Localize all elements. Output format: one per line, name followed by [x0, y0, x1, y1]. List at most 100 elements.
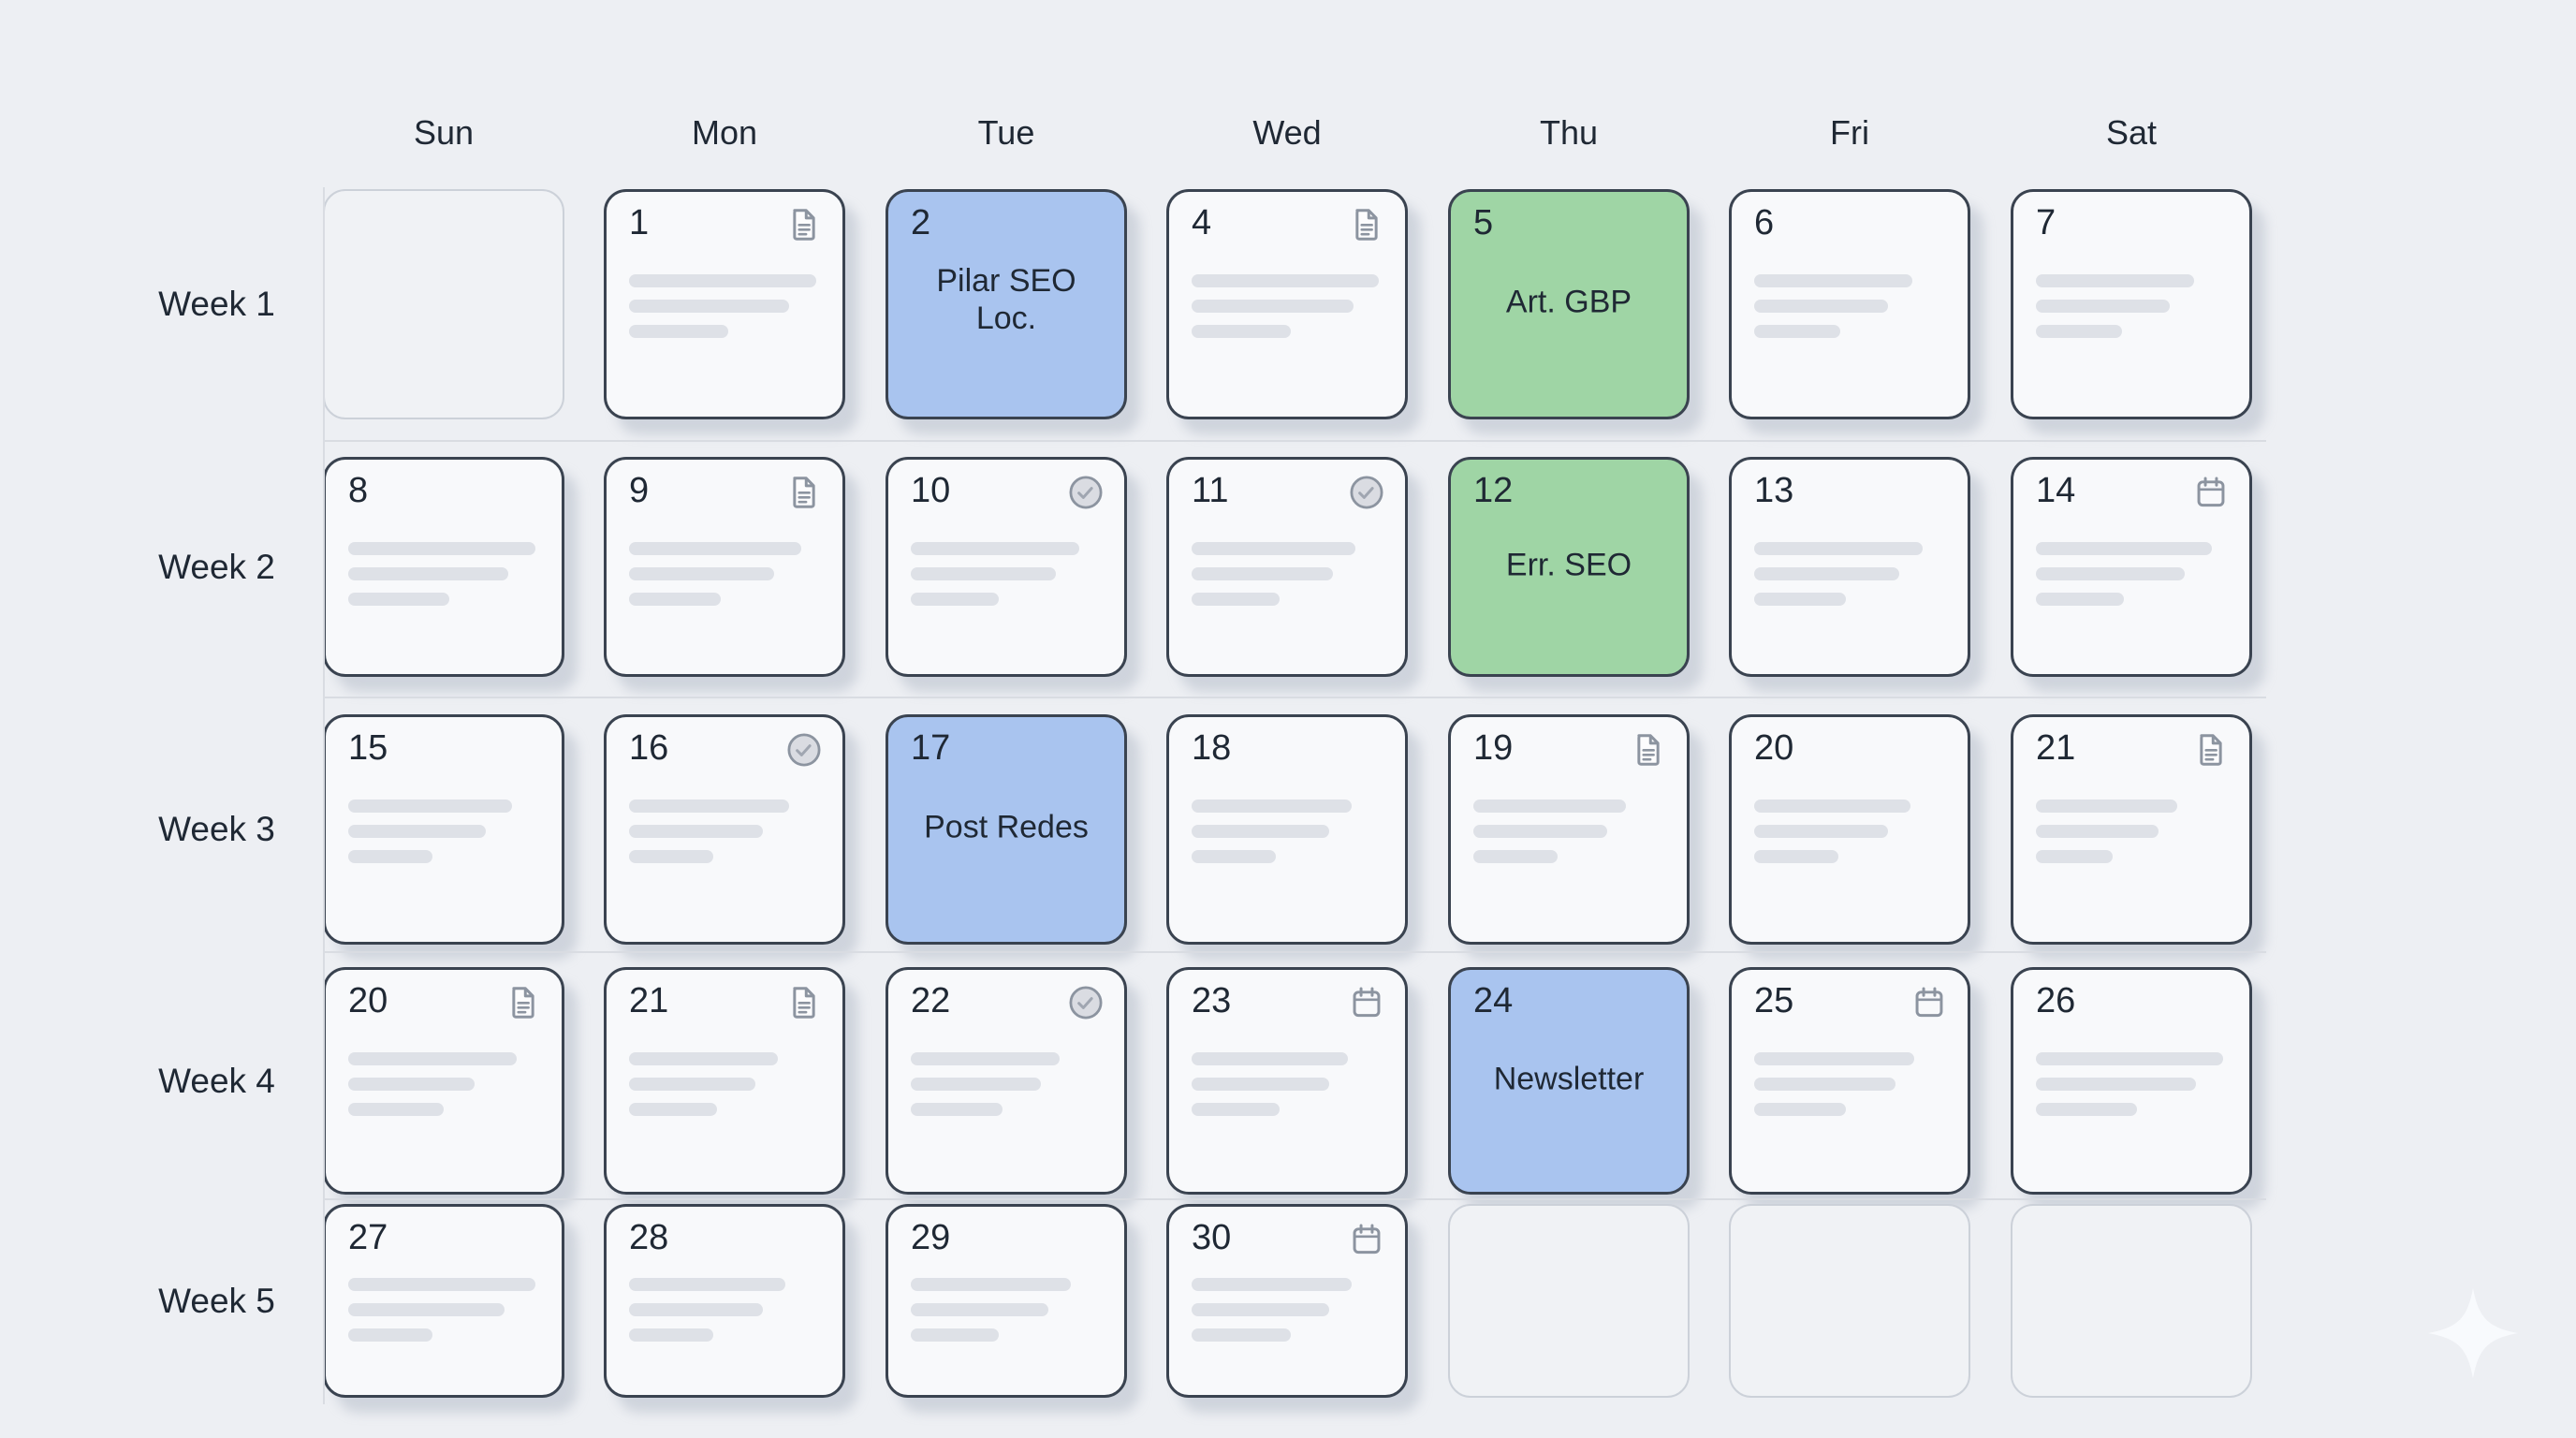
document-icon — [504, 983, 543, 1022]
day-cell-11[interactable]: 11 — [1166, 457, 1408, 677]
placeholder-line — [629, 825, 763, 838]
event-title: Newsletter — [1493, 1061, 1645, 1097]
day-cell-4[interactable]: 4 — [1166, 189, 1408, 419]
day-cell-16[interactable]: 16 — [604, 714, 845, 945]
day-number: 8 — [348, 471, 369, 510]
placeholder-line — [2036, 1078, 2197, 1091]
day-cell-28[interactable]: 28 — [604, 1204, 845, 1398]
placeholder-lines — [911, 542, 1102, 606]
placeholder-line — [629, 1328, 713, 1342]
placeholder-lines — [2036, 1052, 2227, 1116]
placeholder-line — [1754, 1078, 1895, 1091]
placeholder-line — [911, 1078, 1041, 1091]
week-label-4: Week 4 — [158, 1061, 275, 1100]
placeholder-line — [2036, 800, 2177, 813]
day-cell-20[interactable]: 20 — [323, 967, 564, 1195]
placeholder-line — [348, 542, 535, 555]
sparkle-icon — [2428, 1288, 2518, 1378]
day-number: 4 — [1192, 203, 1212, 242]
placeholder-line — [1192, 325, 1292, 338]
empty-cell — [2011, 1204, 2252, 1398]
day-cell-21[interactable]: 21 — [2011, 714, 2252, 945]
day-cell-21[interactable]: 21 — [604, 967, 845, 1195]
day-cell-1[interactable]: 1 — [604, 189, 845, 419]
placeholder-lines — [348, 800, 539, 863]
placeholder-line — [2036, 274, 2195, 287]
placeholder-lines — [2036, 542, 2227, 606]
day-cell-30[interactable]: 30 — [1166, 1204, 1408, 1398]
day-cell-19[interactable]: 19 — [1448, 714, 1690, 945]
day-cell-10[interactable]: 10 — [886, 457, 1127, 677]
day-cell-27[interactable]: 27 — [323, 1204, 564, 1398]
day-number: 10 — [911, 471, 951, 510]
placeholder-line — [1192, 1103, 1280, 1116]
placeholder-lines — [1192, 800, 1383, 863]
day-number: 17 — [911, 728, 951, 768]
day-cell-2[interactable]: 2 Pilar SEO Loc. — [886, 189, 1127, 419]
day-number: 20 — [348, 981, 388, 1020]
day-header-fri: Fri — [1830, 113, 1869, 152]
day-cell-5[interactable]: 5 Art. GBP — [1448, 189, 1690, 419]
placeholder-line — [629, 1303, 763, 1316]
check-circle-icon — [1066, 983, 1105, 1022]
placeholder-line — [1754, 274, 1913, 287]
day-cell-8[interactable]: 8 — [323, 457, 564, 677]
day-number: 29 — [911, 1218, 951, 1257]
day-cell-9[interactable]: 9 — [604, 457, 845, 677]
day-cell-15[interactable]: 15 — [323, 714, 564, 945]
placeholder-line — [911, 1303, 1048, 1316]
placeholder-line — [348, 800, 513, 813]
placeholder-line — [348, 1303, 505, 1316]
day-cell-25[interactable]: 25 — [1729, 967, 1970, 1195]
day-header-mon: Mon — [691, 113, 758, 152]
day-cell-23[interactable]: 23 — [1166, 967, 1408, 1195]
day-number: 14 — [2036, 471, 2076, 510]
placeholder-line — [2036, 825, 2159, 838]
placeholder-lines — [629, 274, 820, 338]
day-number: 16 — [629, 728, 669, 768]
placeholder-line — [1754, 800, 1911, 813]
day-cell-6[interactable]: 6 — [1729, 189, 1970, 419]
day-cell-22[interactable]: 22 — [886, 967, 1127, 1195]
placeholder-line — [1192, 1303, 1329, 1316]
day-cell-26[interactable]: 26 — [2011, 967, 2252, 1195]
day-cell-20[interactable]: 20 — [1729, 714, 1970, 945]
day-cell-14[interactable]: 14 — [2011, 457, 2252, 677]
day-number: 22 — [911, 981, 951, 1020]
placeholder-lines — [1754, 1052, 1945, 1116]
day-number: 18 — [1192, 728, 1232, 768]
row-divider — [323, 440, 2266, 442]
day-cell-13[interactable]: 13 — [1729, 457, 1970, 677]
day-number: 21 — [2036, 728, 2076, 768]
day-cell-7[interactable]: 7 — [2011, 189, 2252, 419]
day-number: 26 — [2036, 981, 2076, 1020]
placeholder-line — [911, 1328, 999, 1342]
placeholder-line — [911, 1052, 1061, 1065]
event-title: Pilar SEO Loc. — [936, 263, 1076, 337]
day-number: 13 — [1754, 471, 1794, 510]
day-number: 28 — [629, 1218, 669, 1257]
placeholder-line — [2036, 325, 2122, 338]
day-cell-18[interactable]: 18 — [1166, 714, 1408, 945]
placeholder-line — [629, 567, 775, 580]
day-cell-29[interactable]: 29 — [886, 1204, 1127, 1398]
placeholder-line — [2036, 542, 2212, 555]
placeholder-line — [1473, 825, 1607, 838]
placeholder-line — [2036, 1103, 2138, 1116]
placeholder-line — [1754, 325, 1840, 338]
placeholder-lines — [1754, 274, 1945, 338]
check-circle-icon — [784, 730, 824, 770]
placeholder-lines — [1192, 274, 1383, 338]
day-number: 9 — [629, 471, 650, 510]
day-cell-17[interactable]: 17 Post Redes — [886, 714, 1127, 945]
placeholder-line — [1473, 800, 1627, 813]
placeholder-line — [911, 593, 999, 606]
placeholder-line — [629, 1052, 779, 1065]
placeholder-line — [348, 1078, 475, 1091]
check-circle-icon — [1066, 473, 1105, 512]
day-cell-12[interactable]: 12 Err. SEO — [1448, 457, 1690, 677]
placeholder-line — [2036, 567, 2186, 580]
day-cell-24[interactable]: 24 Newsletter — [1448, 967, 1690, 1195]
